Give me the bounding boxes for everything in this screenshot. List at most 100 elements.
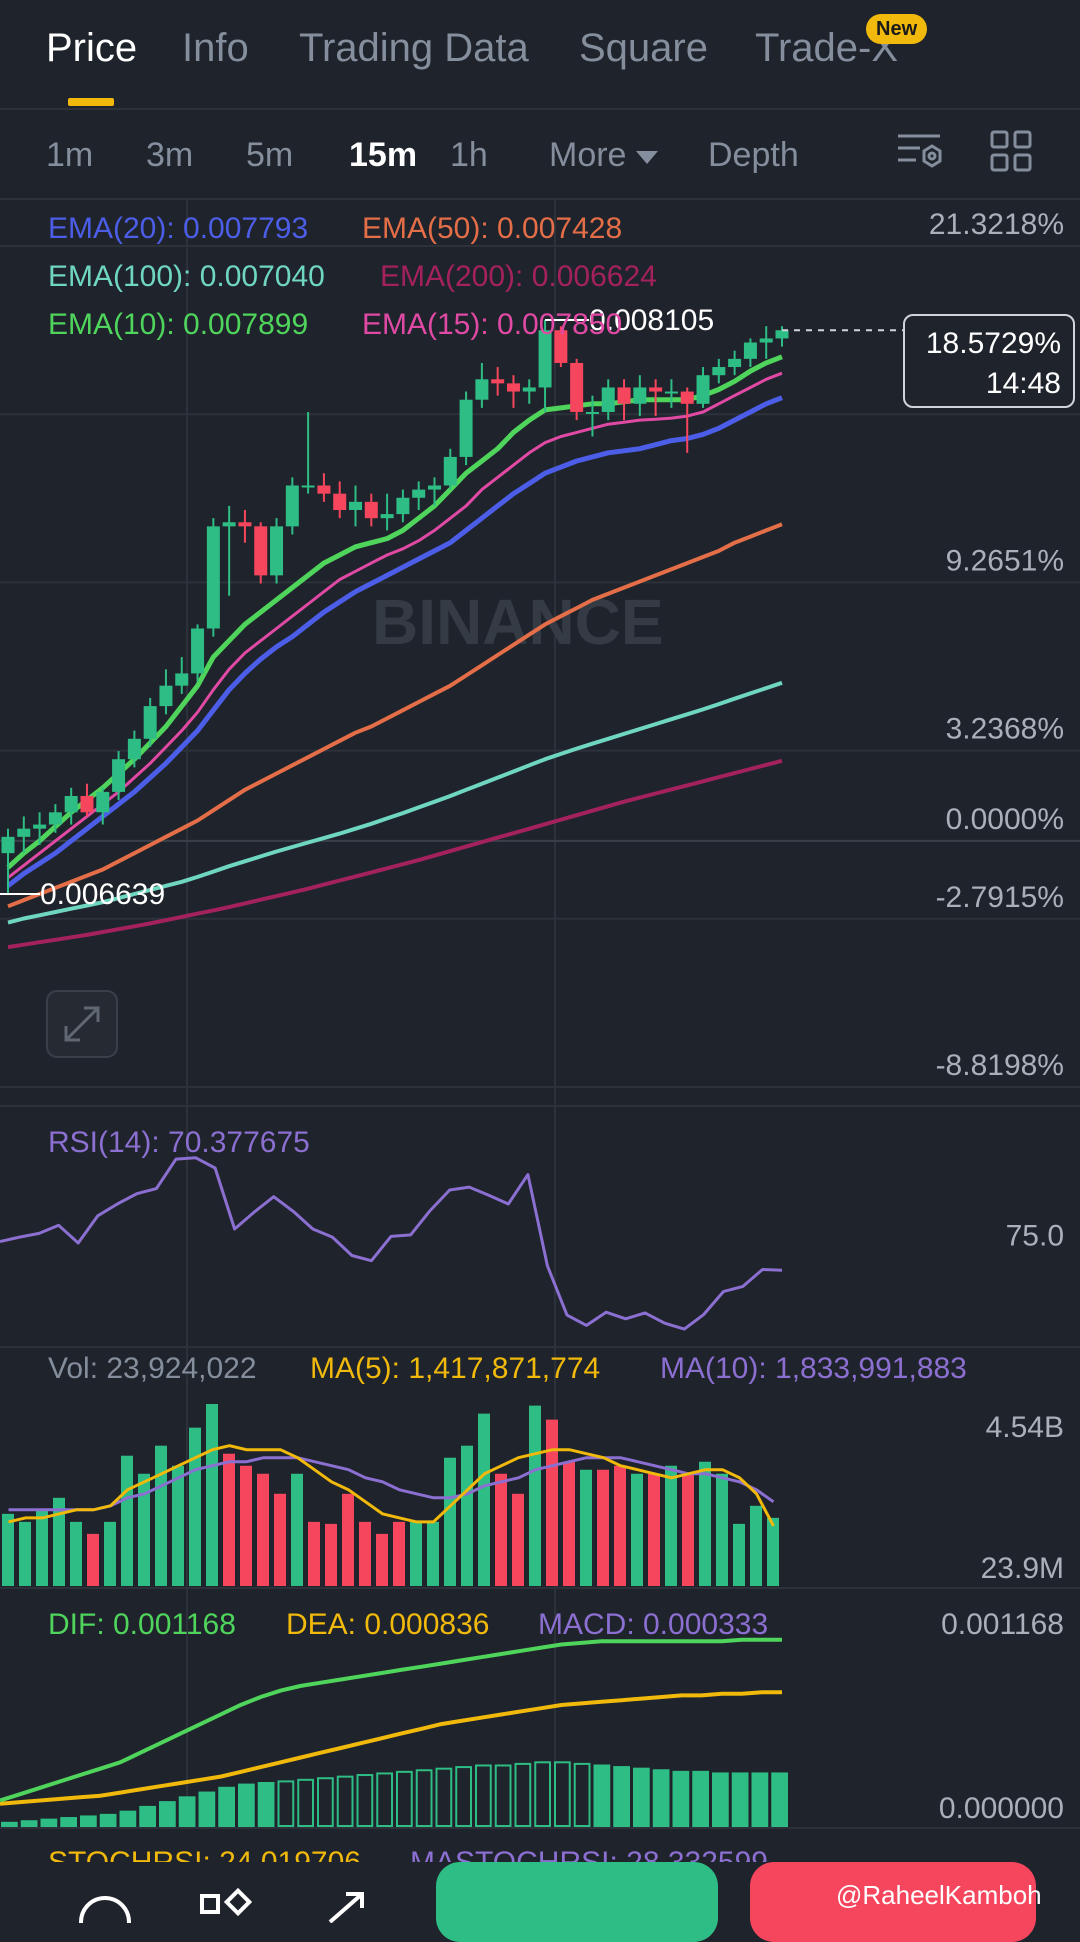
tab-trading-data[interactable]: Trading Data xyxy=(299,26,529,70)
candle-down xyxy=(554,330,568,363)
candle-up xyxy=(285,485,299,527)
volume-bar-up xyxy=(580,1469,592,1586)
volume-bar-up xyxy=(733,1523,745,1586)
legend-ema100: EMA(100): 0.007040 xyxy=(48,260,325,293)
candle-down xyxy=(680,391,694,404)
volume-bar-up xyxy=(478,1413,490,1586)
macd-histogram-bar xyxy=(751,1772,769,1827)
candle-up xyxy=(17,828,31,837)
candle-up xyxy=(1,836,15,854)
volume-bar-up xyxy=(750,1505,762,1586)
interval-3m[interactable]: 3m xyxy=(146,136,194,174)
depth-button[interactable]: Depth xyxy=(708,136,799,174)
more-label: More xyxy=(549,136,627,174)
candle-up xyxy=(33,824,47,829)
volume-bar-up xyxy=(716,1473,728,1586)
price-axis-label: 9.2651% xyxy=(946,544,1064,577)
interval-bar: 1m 3m 5m 15m 1h More Depth xyxy=(0,110,1080,200)
macd-histogram-bar xyxy=(475,1764,492,1828)
macd-histogram-bar xyxy=(297,1778,314,1827)
candle-up xyxy=(522,387,536,392)
rsi-line xyxy=(0,1156,783,1331)
legend-vol-ma10: MA(10): 1,833,991,883 xyxy=(660,1352,967,1385)
macd-histogram-bar xyxy=(20,1820,38,1828)
price-panel: 0.008105 0.006639 xyxy=(0,304,903,950)
legend-dea: DEA: 0.000836 xyxy=(286,1608,490,1641)
apps-grid-icon[interactable] xyxy=(200,1888,252,1923)
macd-histogram-bar xyxy=(396,1770,413,1828)
macd-dea-line xyxy=(0,1690,782,1806)
volume-bar-down xyxy=(342,1493,354,1586)
interval-1h[interactable]: 1h xyxy=(450,136,488,174)
candle-up xyxy=(396,497,410,515)
layout-grid-icon[interactable] xyxy=(990,130,1032,172)
candle-up xyxy=(301,485,315,488)
candle-down xyxy=(617,387,631,404)
candle-up xyxy=(270,526,284,576)
volume-bar-down xyxy=(512,1493,524,1586)
macd-histogram-bar xyxy=(554,1761,571,1828)
candle-up xyxy=(112,759,126,792)
volume-bar-down xyxy=(495,1473,507,1586)
volume-bar-up xyxy=(53,1497,65,1586)
macd-histogram-bar xyxy=(1,1821,18,1827)
volume-bar-up xyxy=(427,1521,439,1586)
macd-histogram-bar xyxy=(40,1818,58,1827)
volume-bar-down xyxy=(257,1473,269,1586)
macd-histogram-bar xyxy=(277,1780,295,1828)
price-axis-label: -8.8198% xyxy=(936,1049,1064,1082)
candle-up xyxy=(64,795,78,813)
macd-histogram-bar xyxy=(178,1796,196,1827)
bottom-action-bar xyxy=(0,1862,1080,1923)
macd-panel xyxy=(0,1637,788,1828)
tab-square[interactable]: Square xyxy=(579,26,708,70)
candle-down xyxy=(238,522,252,527)
more-dropdown[interactable]: More xyxy=(549,136,659,175)
volume-ma10-line xyxy=(8,1456,775,1512)
candle-down xyxy=(317,485,331,494)
expand-chart-icon[interactable] xyxy=(46,990,118,1058)
volume-bar-up xyxy=(410,1521,422,1586)
candle-up xyxy=(775,330,789,339)
more-menu-icon[interactable] xyxy=(78,1892,132,1923)
candle-down xyxy=(649,387,663,392)
volume-bar-down xyxy=(240,1465,252,1586)
macd-histogram-bar xyxy=(159,1801,176,1828)
current-price-percent: 18.5729% xyxy=(925,327,1061,360)
macd-dif-line xyxy=(0,1637,782,1803)
interval-5m[interactable]: 5m xyxy=(246,136,294,174)
macd-histogram-bar xyxy=(692,1770,709,1828)
candle-up xyxy=(143,706,157,739)
candle-up xyxy=(159,685,173,707)
macd-histogram-bar xyxy=(633,1767,650,1828)
candle-up xyxy=(759,338,773,343)
tab-price[interactable]: Price xyxy=(46,26,138,70)
top-tabs: Price Info Trading Data Square Trade-X N… xyxy=(0,0,1080,110)
macd-histogram-bar xyxy=(336,1775,354,1827)
candle-up xyxy=(633,387,647,404)
buy-button[interactable] xyxy=(436,1862,718,1942)
tab-info[interactable]: Info xyxy=(182,26,249,70)
volume-bar-up xyxy=(767,1517,779,1586)
candle-up xyxy=(96,791,110,813)
volume-bar-down xyxy=(563,1461,575,1586)
y-axis-labels: 21.3218%15.2934%9.2651%3.2368%0.0000%-2.… xyxy=(929,208,1064,1825)
macd-histogram-bar xyxy=(317,1777,334,1828)
candle-up xyxy=(427,485,441,490)
volume-bar-down xyxy=(393,1521,405,1586)
volume-bar-up xyxy=(70,1521,82,1586)
volume-bar-down xyxy=(87,1533,99,1586)
indicator-settings-icon[interactable] xyxy=(896,130,944,174)
share-arrow-icon[interactable] xyxy=(322,1888,370,1923)
interval-1m[interactable]: 1m xyxy=(46,136,94,174)
ema-line-ema100 xyxy=(7,680,783,925)
macd-histogram-bar xyxy=(435,1767,453,1828)
macd-histogram-bar xyxy=(60,1817,77,1828)
candle-up xyxy=(412,489,426,498)
candle-up xyxy=(475,379,489,400)
macd-histogram-bar xyxy=(455,1766,472,1827)
volume-bar-up xyxy=(631,1473,643,1586)
legend-ema20: EMA(20): 0.007793 xyxy=(48,212,309,245)
interval-15m[interactable]: 15m xyxy=(349,136,418,174)
